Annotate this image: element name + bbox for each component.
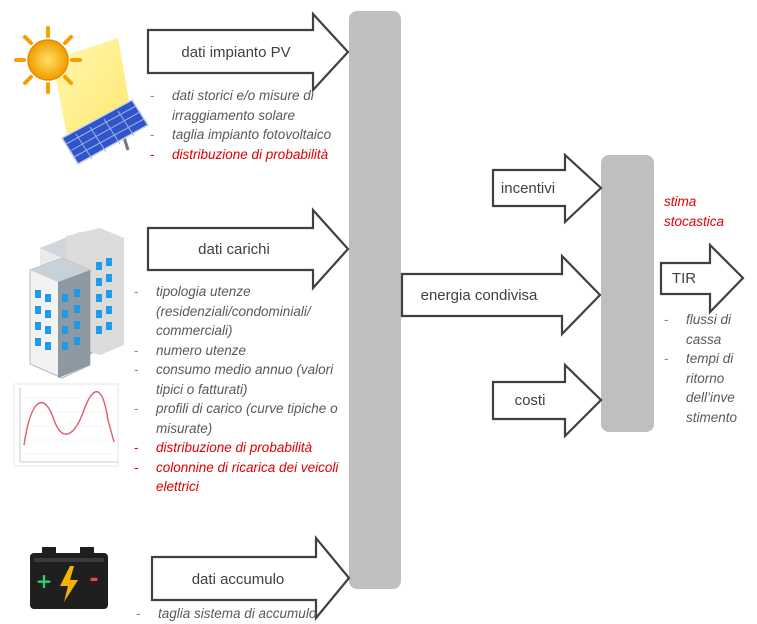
list-item: dati storici e/o misure di irraggiamento… bbox=[150, 86, 345, 125]
arrow-shared-energy-label: energia condivisa bbox=[421, 287, 538, 304]
list-item: tipologia utenze (residenziali/condomini… bbox=[134, 282, 348, 341]
arrow-tir: TIR bbox=[659, 242, 745, 315]
aggregation-block bbox=[349, 11, 401, 589]
arrow-incentives-label: incentivi bbox=[501, 180, 555, 197]
arrow-storage-label: dati accumulo bbox=[192, 571, 285, 588]
list-item: colonnine di ricarica dei veicoli elettr… bbox=[134, 458, 348, 497]
svg-text:-: - bbox=[89, 567, 98, 592]
solar-panel-icon bbox=[60, 99, 150, 166]
load-curve-icon bbox=[13, 383, 119, 467]
list-item: profili di carico (curve tipiche o misur… bbox=[134, 399, 348, 438]
arrow-shared-energy: energia condivisa bbox=[400, 253, 602, 337]
output-details-list: flussi di cassa tempi di ritorno dell’in… bbox=[664, 310, 756, 427]
arrow-pv: dati impianto PV bbox=[146, 11, 350, 93]
storage-details-list: taglia sistema di accumulo bbox=[136, 604, 350, 624]
stochastic-estimate-note: stima stocastica bbox=[664, 194, 725, 229]
arrow-costs: costi bbox=[491, 362, 603, 439]
list-item: numero utenze bbox=[134, 341, 348, 361]
arrow-tir-label: TIR bbox=[672, 270, 696, 287]
svg-text:+: + bbox=[36, 569, 53, 593]
loads-details-list: tipologia utenze (residenziali/condomini… bbox=[134, 282, 348, 497]
arrow-incentives: incentivi bbox=[491, 152, 603, 225]
arrow-storage: dati accumulo bbox=[150, 534, 351, 621]
arrow-loads: dati carichi bbox=[146, 207, 350, 291]
evaluation-block bbox=[601, 155, 654, 432]
list-item: consumo medio annuo (valori tipici o fat… bbox=[134, 360, 348, 399]
arrow-loads-label: dati carichi bbox=[198, 241, 270, 258]
list-item: tempi di ritorno dell’inve stimento bbox=[664, 349, 756, 427]
sun-icon bbox=[14, 26, 132, 150]
list-item: distribuzione di probabilità bbox=[134, 438, 348, 458]
pv-details-list: dati storici e/o misure di irraggiamento… bbox=[150, 86, 345, 164]
arrow-pv-label: dati impianto PV bbox=[181, 44, 290, 61]
battery-icon: + - bbox=[30, 547, 108, 609]
list-item: flussi di cassa bbox=[664, 310, 756, 349]
buildings-icon bbox=[29, 228, 124, 379]
list-item: taglia impianto fotovoltaico bbox=[150, 125, 345, 145]
list-item: taglia sistema di accumulo bbox=[136, 604, 350, 624]
list-item: distribuzione di probabilità bbox=[150, 145, 345, 165]
arrow-costs-label: costi bbox=[515, 392, 546, 409]
